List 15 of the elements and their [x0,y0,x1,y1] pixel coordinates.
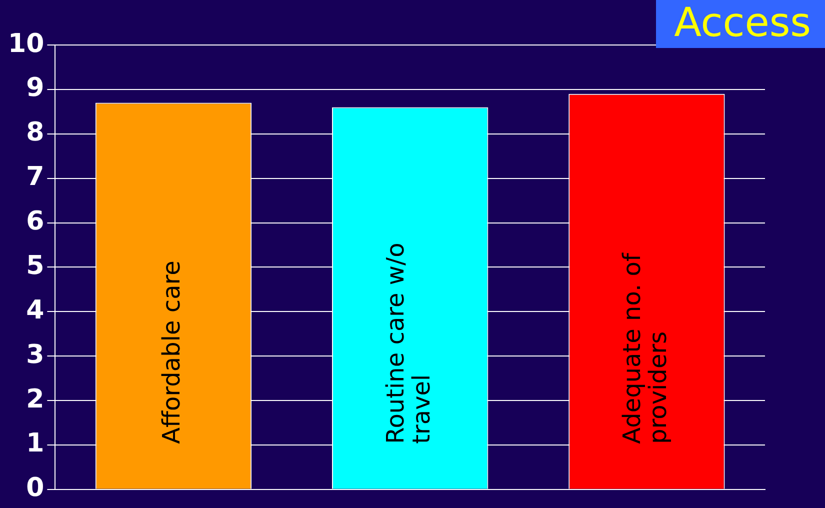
y-tick-label: 4 [26,295,44,326]
y-tick-label: 6 [26,206,44,237]
x-tick-label: Affordable care [158,260,186,444]
y-tick-label: 3 [26,340,44,370]
y-tick-label: 8 [26,118,44,148]
y-tick-label: 10 [8,28,44,59]
y-tick-label: 9 [26,73,44,104]
y-tick-label: 0 [26,473,44,504]
y-tick-label: 1 [26,428,44,459]
x-tick-label: Adequate no. of providers [618,252,672,444]
x-tick-label: Routine care w/o travel [381,242,436,444]
chart-title: Access [656,0,825,48]
y-tick-label: 2 [26,384,44,414]
y-tick-label: 7 [26,162,44,192]
y-tick-label: 5 [26,250,44,281]
